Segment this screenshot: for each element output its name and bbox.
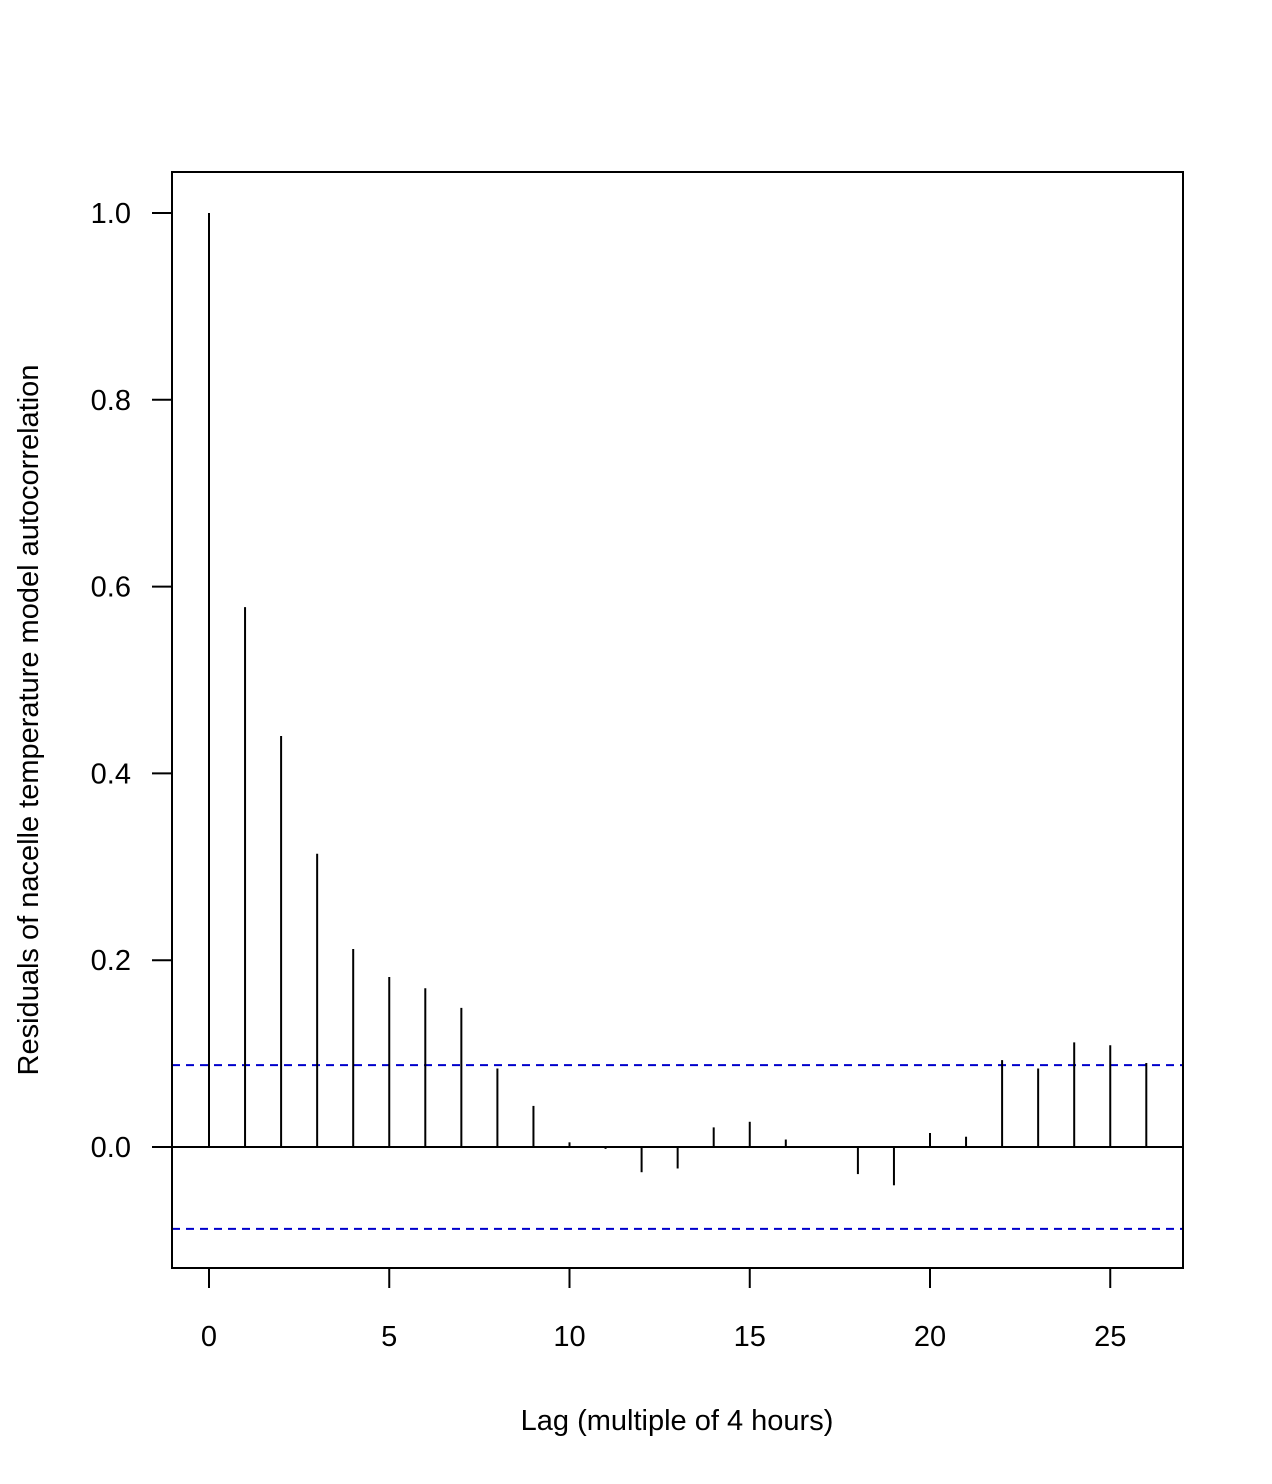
y-tick-label: 0.2: [91, 945, 131, 977]
x-tick-label: 25: [1094, 1321, 1126, 1353]
y-tick-label: 0.0: [91, 1132, 131, 1164]
x-tick-label: 5: [381, 1321, 397, 1353]
y-tick-label: 0.4: [91, 758, 131, 790]
acf-bars: [208, 213, 1148, 1186]
x-tick-label: 10: [553, 1321, 585, 1353]
x-axis-label: Lag (multiple of 4 hours): [521, 1405, 834, 1437]
plot-frame: [171, 171, 1184, 1269]
confidence-bounds: [172, 1064, 1183, 1230]
x-tick-label: 20: [914, 1321, 946, 1353]
y-axis-label: Residuals of nacelle temperature model a…: [13, 365, 45, 1076]
y-tick-label: 0.6: [91, 572, 131, 604]
y-tick-label: 0.8: [91, 385, 131, 417]
axes: [152, 171, 1184, 1288]
tick-labels: 0 5 10 15 20 25 0.0 0.2 0.4 0.6 0.8 1.0: [91, 198, 1127, 1353]
x-tick-label: 0: [201, 1321, 217, 1353]
y-tick-label: 1.0: [91, 198, 131, 230]
x-tick-label: 15: [734, 1321, 766, 1353]
